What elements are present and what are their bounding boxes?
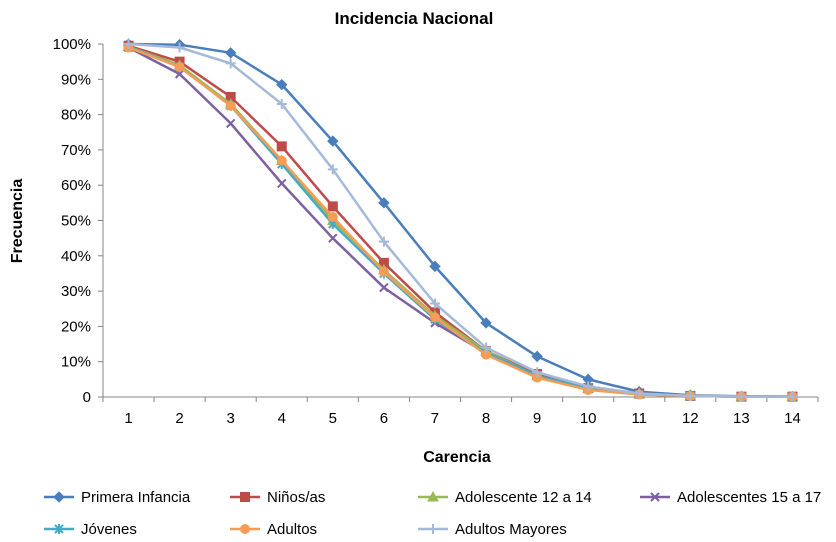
data-point [379,282,389,293]
legend-item: Adolescente 12 a 14 [418,489,592,506]
data-point [123,39,134,49]
y-axis-title: Frecuencia [9,179,26,264]
data-point [327,211,338,222]
data-point [378,197,390,209]
x-tick-label: 12 [682,410,699,427]
data-point [787,391,798,402]
y-tick-label: 30% [61,283,91,300]
legend-label: Niños/as [267,489,325,506]
data-point [378,266,389,277]
series-layer [122,38,799,403]
x-tick-label: 4 [278,410,286,427]
series-3 [122,40,799,402]
legend-label: Jóvenes [81,521,137,538]
series-7 [123,39,798,402]
series-6 [123,42,798,402]
data-point [583,381,594,392]
x-tick-label: 13 [733,410,750,427]
y-tick-label: 70% [61,142,91,159]
legend-item: Adultos [230,521,317,538]
x-tick-label: 1 [124,410,132,427]
y-tick-label: 90% [61,71,91,88]
legend-label: Primera Infancia [81,489,191,506]
chart-title: Incidencia Nacional [335,9,494,28]
data-point [327,164,338,175]
x-tick-label: 3 [227,410,235,427]
data-point [531,350,543,363]
series-4 [123,42,798,402]
data-point [174,69,185,79]
data-point [225,58,236,69]
data-point [225,118,236,129]
series-2 [123,40,798,402]
legend-item: Primera Infancia [44,489,191,506]
legend-swatch-marker [427,490,439,502]
data-point [327,201,338,212]
legend-swatch-marker [650,492,660,502]
legend-label: Adolescente 12 a 14 [455,489,592,506]
legend-swatch-marker [240,492,250,502]
data-point [327,135,339,147]
legend-item: Adolescentes 15 a 17 [640,489,821,506]
data-point [224,47,237,59]
data-point [276,155,287,166]
data-point [429,260,441,273]
x-axis-title: Carencia [423,449,491,466]
data-point [480,317,492,329]
legend: Primera Infancia Niños/as Adolescente 12 a… [44,489,821,538]
y-tick-label: 10% [61,354,91,371]
legend-item: Niños/as [230,489,325,506]
data-point [736,391,747,402]
data-point [276,78,288,91]
data-point [276,141,287,152]
y-tick-label: 40% [61,248,91,265]
y-tick-label: 50% [61,213,91,230]
y-tick-label: 80% [61,107,91,124]
x-tick-label: 10 [580,410,597,427]
y-tick-label: 20% [61,318,91,335]
series-5 [123,41,798,402]
data-point [328,233,338,243]
legend-swatch-marker [53,491,65,503]
y-tick-label: 100% [53,36,91,53]
data-point [276,99,287,110]
x-tick-label: 14 [784,410,801,427]
data-point [225,100,236,111]
y-tick-label: 60% [61,177,91,194]
legend-label: Adultos [267,521,317,538]
data-point [429,298,440,309]
series-line [128,42,793,398]
data-point [481,342,492,353]
x-tick-label: 8 [482,410,490,427]
legend-item: Jóvenes [44,521,137,538]
data-point [174,61,185,72]
legend-label: Adolescentes 15 a 17 [677,489,821,506]
axes: 010%20%30%40%50%60%70%80%90%100%1 2 3 4 5 6 7 8… [53,36,819,427]
x-tick-label: 11 [631,410,647,427]
legend-item: Adultos Mayores [418,521,567,538]
data-point [532,367,543,378]
data-point [634,388,645,399]
x-tick-label: 2 [175,410,183,427]
data-point [277,178,287,189]
x-tick-label: 5 [329,410,337,427]
legend-swatch-marker [428,524,438,534]
data-point [174,42,185,53]
data-point [378,236,389,247]
data-point [685,390,696,401]
x-tick-label: 9 [533,410,541,427]
x-tick-label: 6 [380,410,388,427]
y-tick-label: 0 [83,389,91,406]
legend-swatch-marker [240,524,250,534]
legend-label: Adultos Mayores [455,521,567,538]
data-point [429,312,440,323]
legend-swatch-marker [54,524,64,534]
x-tick-label: 7 [431,410,439,427]
